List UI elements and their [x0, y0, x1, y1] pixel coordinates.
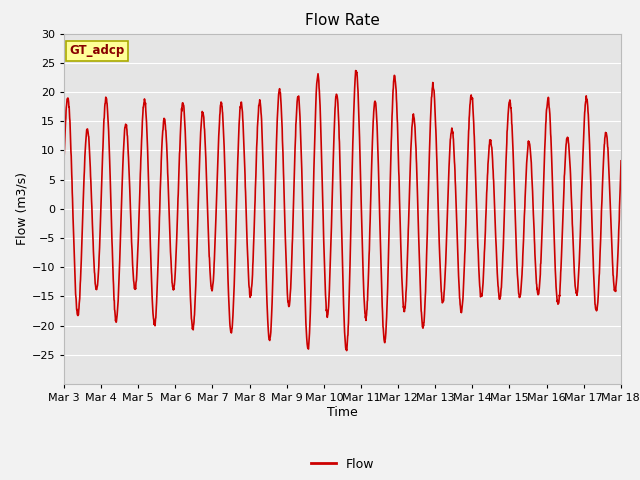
Legend: Flow: Flow [306, 453, 379, 476]
Y-axis label: Flow (m3/s): Flow (m3/s) [16, 172, 29, 245]
X-axis label: Time: Time [327, 406, 358, 419]
Text: GT_adcp: GT_adcp [70, 44, 125, 57]
Title: Flow Rate: Flow Rate [305, 13, 380, 28]
